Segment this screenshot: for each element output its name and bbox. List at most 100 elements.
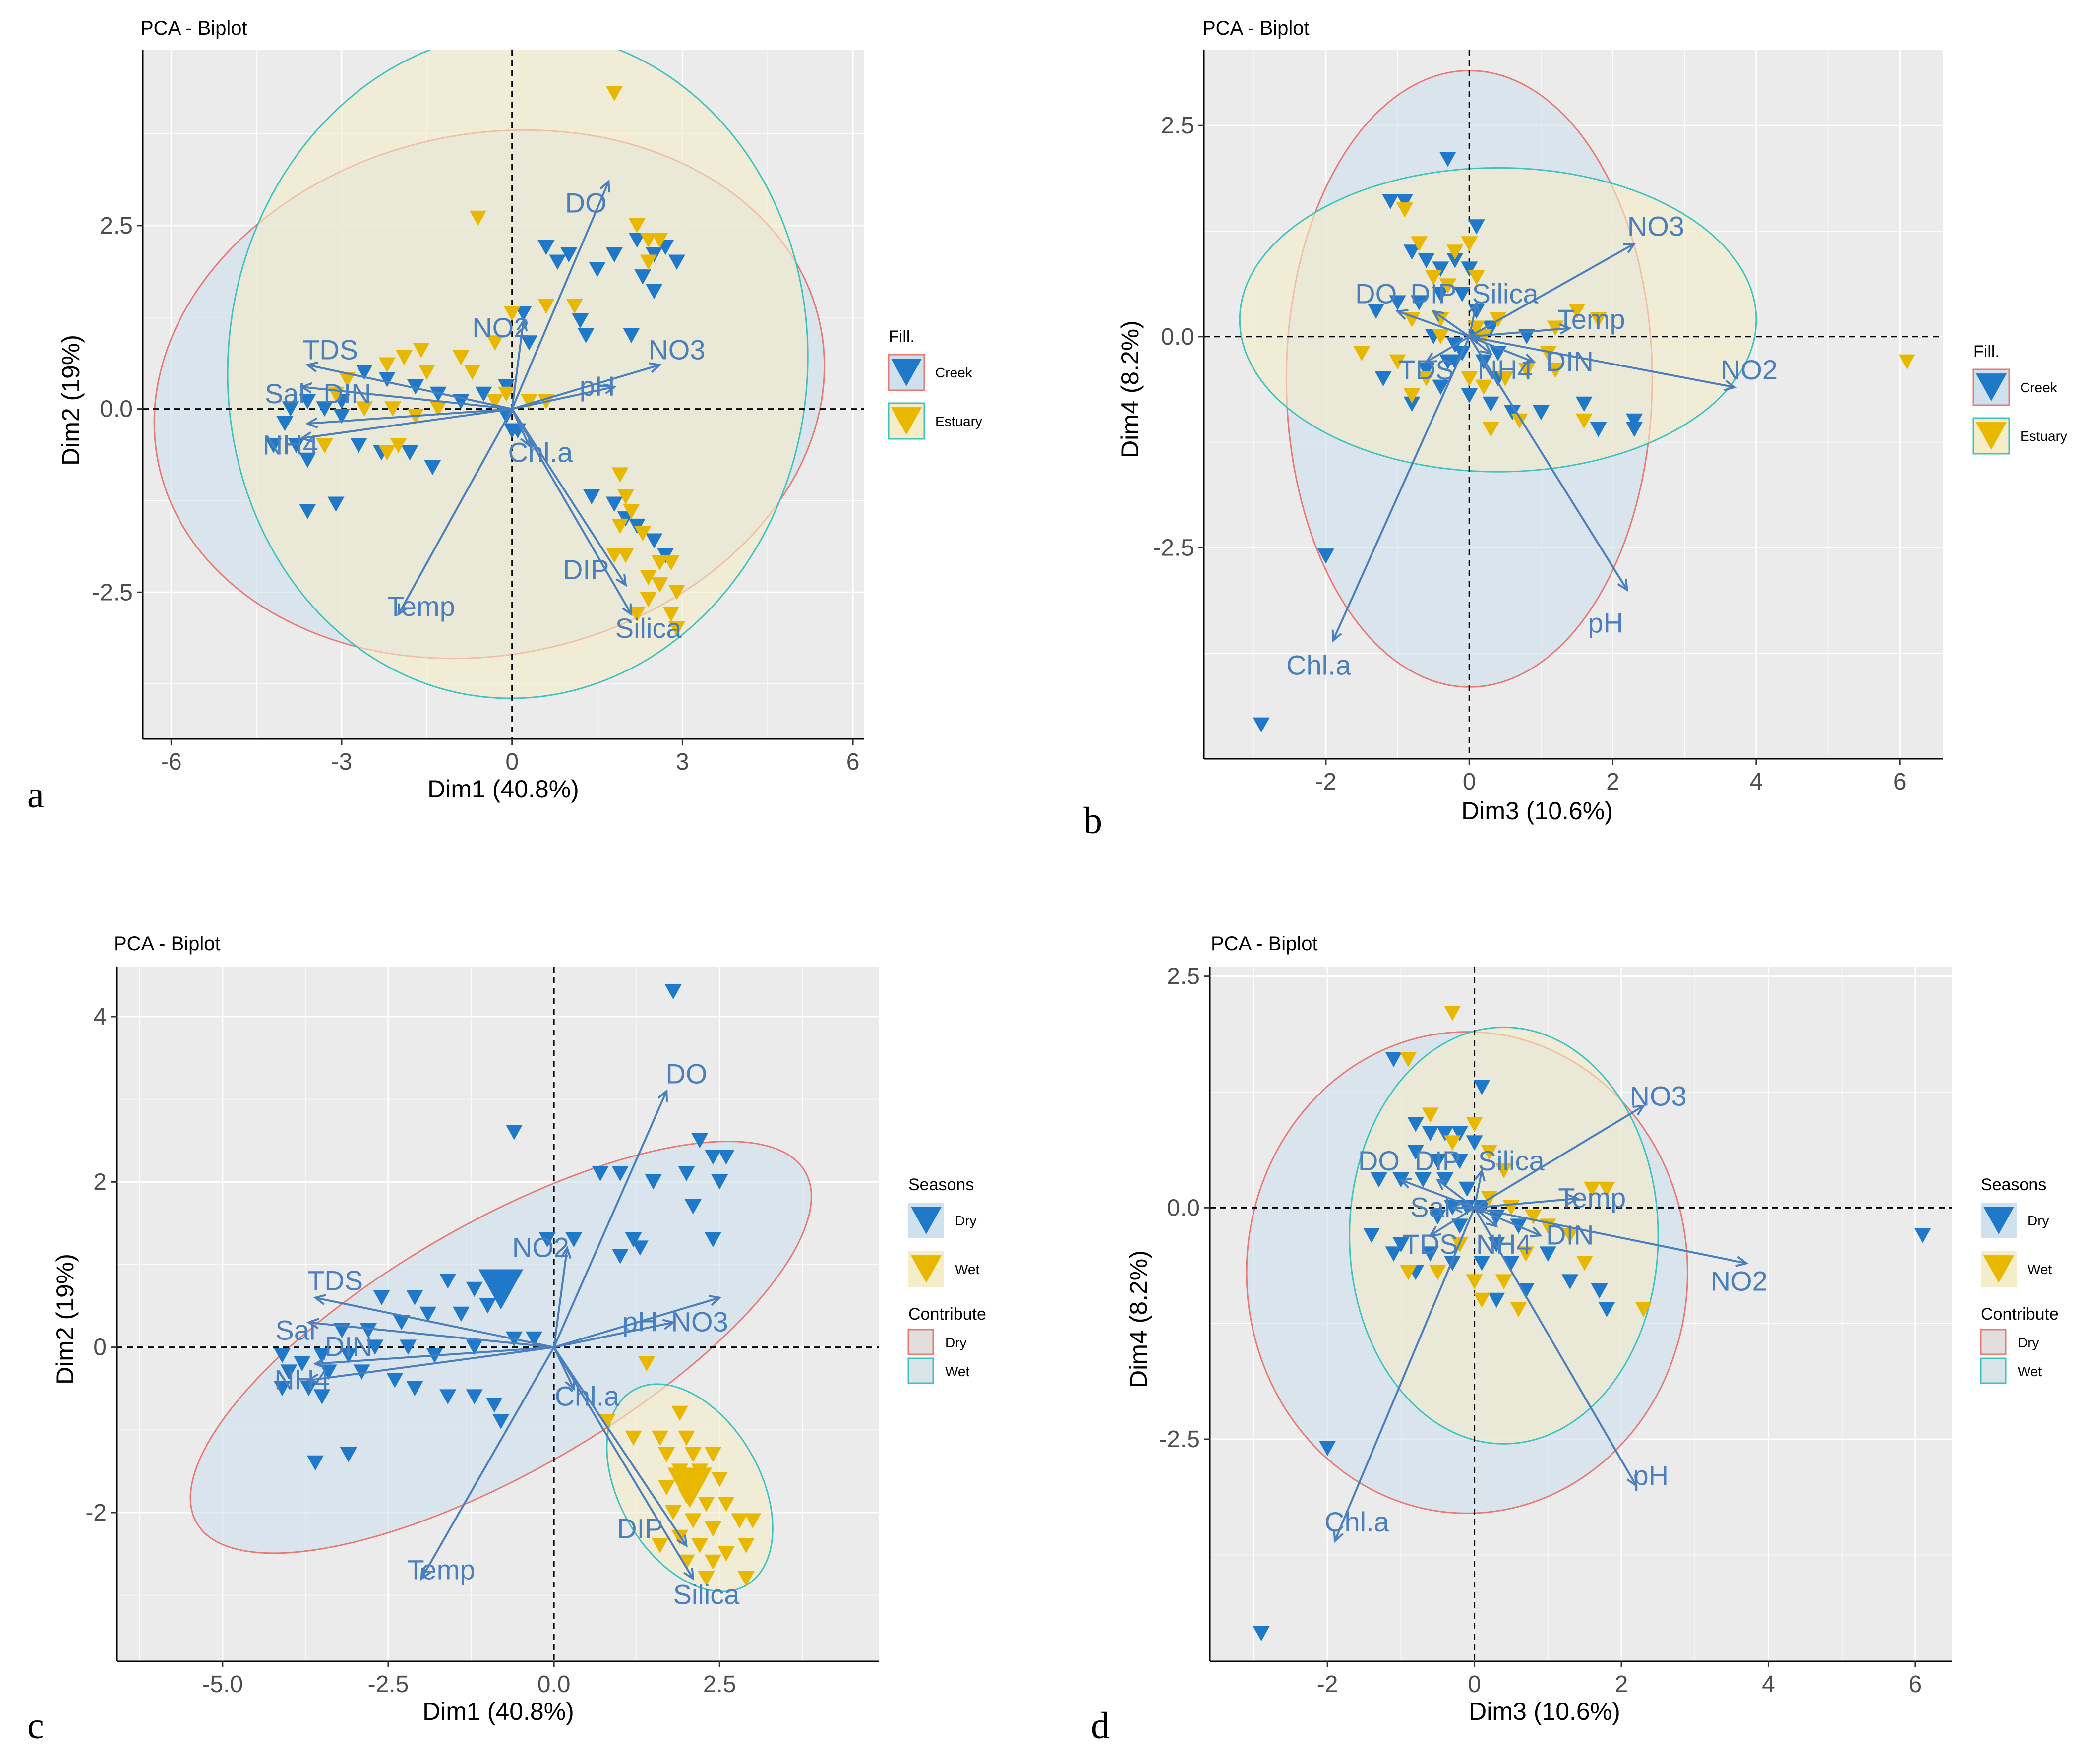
- point-estuary: [1396, 202, 1414, 218]
- panel-b-plot: NO3 NO2 Temp DIN pH Chl.a DO DIP Silica TDS NH4 -2 0…: [1153, 50, 1943, 795]
- panel-b-letter: b: [1083, 800, 1102, 842]
- point-creek: [1368, 304, 1385, 319]
- point-creek: [276, 416, 294, 431]
- point-creek: [475, 386, 492, 402]
- arrow-Silica: [1473, 1170, 1483, 1208]
- point-creek: [711, 1174, 728, 1190]
- variable-label-DO: DO: [665, 1058, 707, 1090]
- point-creek: [1539, 1246, 1556, 1262]
- point-estuary: [651, 1538, 668, 1553]
- panel-b: PCA - Biplot NO3 NO2 Temp DIN pH Chl.a DO DIP Si…: [1083, 17, 2067, 842]
- point-creek: [1418, 363, 1435, 378]
- point-estuary: [611, 467, 629, 483]
- point-estuary: [704, 1521, 721, 1537]
- point-estuary: [684, 1447, 702, 1462]
- variable-label-Silica: Silica: [1478, 1145, 1545, 1176]
- point-estuary: [1473, 1292, 1491, 1308]
- point-creek: [1914, 1228, 1931, 1243]
- point-estuary: [691, 1538, 709, 1553]
- point-creek: [492, 1414, 510, 1429]
- legend-title: Seasons: [908, 1175, 974, 1194]
- point-estuary: [378, 445, 396, 461]
- point-estuary: [651, 233, 668, 248]
- point-creek: [1461, 261, 1478, 277]
- legend-contribute-label: Dry: [2018, 1335, 2039, 1350]
- point-estuary: [671, 1405, 689, 1421]
- arrow-DIN: [315, 1346, 554, 1365]
- point-estuary: [617, 489, 634, 505]
- point-estuary: [1575, 413, 1593, 429]
- arrow-NO3: [553, 1296, 720, 1348]
- x-tick-label: -3: [331, 749, 353, 775]
- point-estuary: [698, 1571, 715, 1586]
- legend-title: Seasons: [1981, 1175, 2046, 1194]
- variable-label-Chl.a: Chl.a: [1324, 1506, 1390, 1537]
- point-estuary: [1444, 1006, 1461, 1021]
- point-estuary: [1429, 1265, 1446, 1280]
- arrow-NO2: [553, 1248, 568, 1347]
- variable-label-DO: DO: [565, 187, 607, 219]
- point-estuary: [498, 386, 515, 402]
- point-creek: [429, 386, 447, 402]
- arrow-NH4: [308, 1346, 554, 1382]
- point-creek: [1532, 405, 1550, 421]
- point-estuary: [1482, 422, 1499, 437]
- point-creek: [1439, 354, 1456, 370]
- point-estuary: [664, 1505, 682, 1521]
- legend-label: Wet: [2028, 1262, 2052, 1277]
- arrowhead-Sal: [299, 382, 313, 394]
- point-creek: [274, 1348, 291, 1363]
- point-estuary: [731, 1513, 748, 1528]
- point-creek: [1439, 152, 1456, 167]
- legend-label: Wet: [955, 1262, 979, 1277]
- x-tick-label: 4: [1762, 1671, 1775, 1698]
- x-tick-label: 3: [676, 749, 689, 775]
- point-creek: [1482, 396, 1499, 412]
- arrowhead-NO3: [1623, 243, 1636, 253]
- point-creek: [645, 1174, 662, 1190]
- arrowhead-NO2: [1724, 380, 1737, 391]
- legend-contribute-key: [1980, 1329, 2007, 1355]
- point-creek: [1598, 1302, 1615, 1317]
- panel-c-letter: c: [27, 1705, 44, 1747]
- x-tick-label: 6: [1893, 769, 1907, 795]
- arrowhead-DO: [599, 179, 610, 193]
- panel-a-letter: a: [27, 774, 44, 816]
- point-creek: [691, 1133, 709, 1149]
- point-estuary: [678, 1554, 695, 1570]
- point-creek: [1444, 1256, 1461, 1271]
- variable-label-Sal: Sal: [1410, 1191, 1450, 1222]
- point-estuary: [1403, 312, 1421, 328]
- point-creek: [299, 394, 316, 410]
- point-estuary: [598, 1414, 616, 1429]
- legend-label: Estuary: [935, 414, 982, 429]
- panel-d: PCA - Biplot NO3 NO2 Temp DIN pH Chl.a DO DIP Si…: [1091, 933, 2059, 1747]
- point-creek: [350, 438, 367, 453]
- arrowhead-Sal: [1450, 1202, 1463, 1214]
- point-creek: [631, 1240, 649, 1256]
- point-creek: [1407, 1145, 1425, 1160]
- variable-label-Sal: Sal: [265, 378, 305, 409]
- variable-label-Temp: Temp: [1557, 304, 1625, 335]
- y-tick-label: 0.0: [1167, 1195, 1200, 1221]
- point-estuary: [668, 584, 685, 600]
- panel-a: PCA - Biplot DONO2NO3pHTDSSalDINNH4Chl.a…: [27, 17, 982, 816]
- point-creek: [406, 1290, 423, 1305]
- point-estuary: [744, 1513, 762, 1528]
- point-creek: [1414, 1172, 1432, 1188]
- panel-c: PCA - Biplot DONO2NO3pHTDSSalDINNH4Chl.a…: [27, 933, 986, 1747]
- panel-d-legend: Seasons Dry Wet Contribute Dry Wet: [1980, 1175, 2059, 1384]
- arrowhead-Chl.a: [1331, 629, 1342, 643]
- arrow-NO2: [1469, 335, 1735, 388]
- legend-label: Creek: [2020, 380, 2058, 395]
- point-creek: [1374, 371, 1392, 387]
- point-creek: [294, 1356, 311, 1372]
- arrow-NO3: [512, 364, 660, 410]
- panel-c-title: PCA - Biplot: [114, 933, 221, 955]
- arrow-TDS: [1430, 1207, 1475, 1237]
- point-creek: [424, 460, 441, 476]
- point-creek: [265, 438, 282, 453]
- point-creek: [1422, 1246, 1439, 1262]
- arrowhead-DIN: [1529, 1226, 1543, 1237]
- point-estuary: [625, 1430, 642, 1446]
